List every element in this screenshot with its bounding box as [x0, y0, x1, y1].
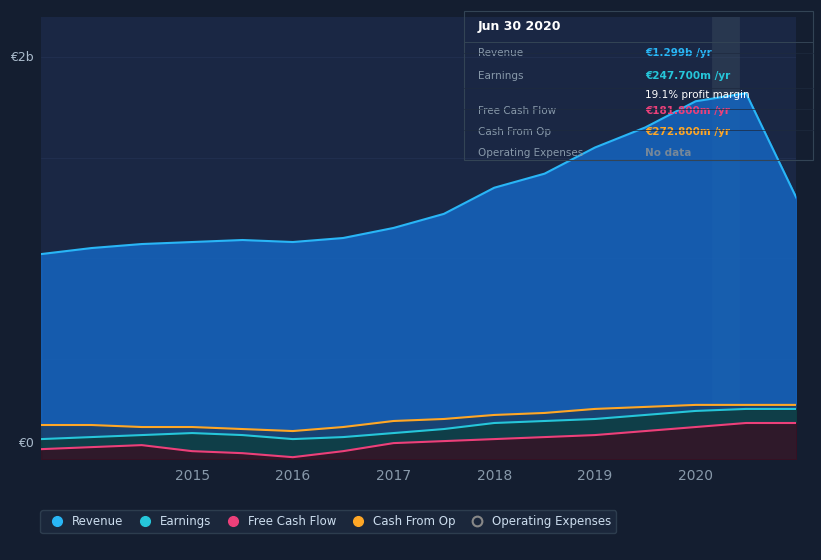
- Text: Cash From Op: Cash From Op: [478, 127, 551, 137]
- Text: 19.1% profit margin: 19.1% profit margin: [645, 90, 750, 100]
- Text: No data: No data: [645, 148, 691, 158]
- Text: €247.700m /yr: €247.700m /yr: [645, 71, 731, 81]
- Text: €2b: €2b: [10, 50, 34, 63]
- Text: Operating Expenses: Operating Expenses: [478, 148, 583, 158]
- Text: Jun 30 2020: Jun 30 2020: [478, 20, 562, 33]
- Legend: Revenue, Earnings, Free Cash Flow, Cash From Op, Operating Expenses: Revenue, Earnings, Free Cash Flow, Cash …: [40, 511, 616, 533]
- Text: Free Cash Flow: Free Cash Flow: [478, 106, 556, 116]
- Text: €1.299b /yr: €1.299b /yr: [645, 48, 712, 58]
- Text: Earnings: Earnings: [478, 71, 523, 81]
- Text: €0: €0: [17, 437, 34, 450]
- Text: €181.800m /yr: €181.800m /yr: [645, 106, 730, 116]
- Text: Revenue: Revenue: [478, 48, 523, 58]
- Text: €272.800m /yr: €272.800m /yr: [645, 127, 731, 137]
